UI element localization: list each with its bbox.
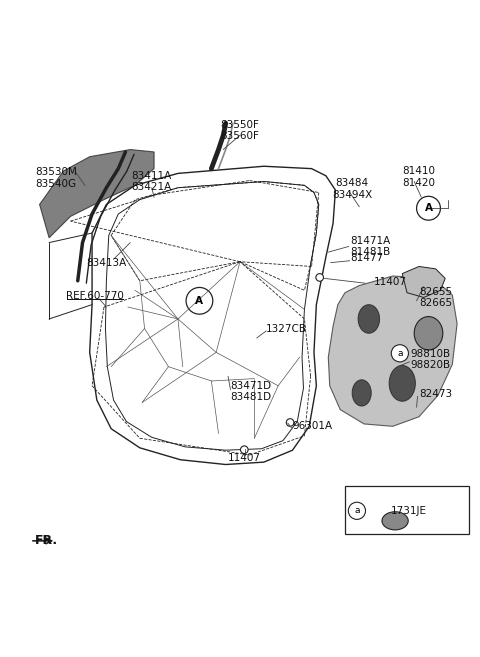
Text: 83550F
83560F: 83550F 83560F [221, 120, 259, 141]
Text: 96301A: 96301A [292, 421, 333, 432]
Text: 82473: 82473 [419, 390, 452, 399]
Text: 81477: 81477 [350, 253, 383, 263]
Text: 81410
81420: 81410 81420 [402, 166, 435, 187]
Ellipse shape [352, 380, 371, 406]
Text: a: a [354, 507, 360, 515]
Text: 11407: 11407 [373, 277, 407, 286]
Text: FR.: FR. [35, 534, 58, 547]
Ellipse shape [382, 512, 408, 530]
Text: 83471D
83481D: 83471D 83481D [230, 380, 272, 402]
Ellipse shape [358, 305, 380, 333]
Ellipse shape [389, 365, 415, 401]
Circle shape [316, 273, 324, 281]
Text: 82655
82665: 82655 82665 [419, 286, 452, 308]
Text: 1731JE: 1731JE [390, 506, 426, 516]
Circle shape [186, 288, 213, 314]
Ellipse shape [414, 317, 443, 350]
Text: 83484
83494X: 83484 83494X [332, 178, 372, 200]
Polygon shape [402, 267, 445, 298]
Polygon shape [328, 276, 457, 426]
Text: a: a [397, 349, 403, 358]
Text: REF.60-770: REF.60-770 [65, 291, 123, 301]
Text: 11407: 11407 [228, 453, 261, 463]
Circle shape [391, 345, 408, 362]
Circle shape [286, 419, 294, 426]
Text: 1327CB: 1327CB [266, 323, 307, 334]
FancyBboxPatch shape [345, 486, 469, 533]
Text: 98810B
98820B: 98810B 98820B [411, 349, 451, 371]
Circle shape [348, 502, 365, 520]
Text: A: A [424, 203, 432, 214]
Text: 83411A
83421A: 83411A 83421A [132, 171, 172, 193]
Circle shape [240, 446, 248, 453]
Text: 83530M
83540G: 83530M 83540G [36, 168, 77, 189]
Text: A: A [195, 296, 204, 306]
Text: 83413A: 83413A [86, 258, 127, 267]
Text: 81471A
81481B: 81471A 81481B [350, 236, 390, 258]
Polygon shape [39, 150, 154, 238]
Circle shape [417, 196, 441, 220]
